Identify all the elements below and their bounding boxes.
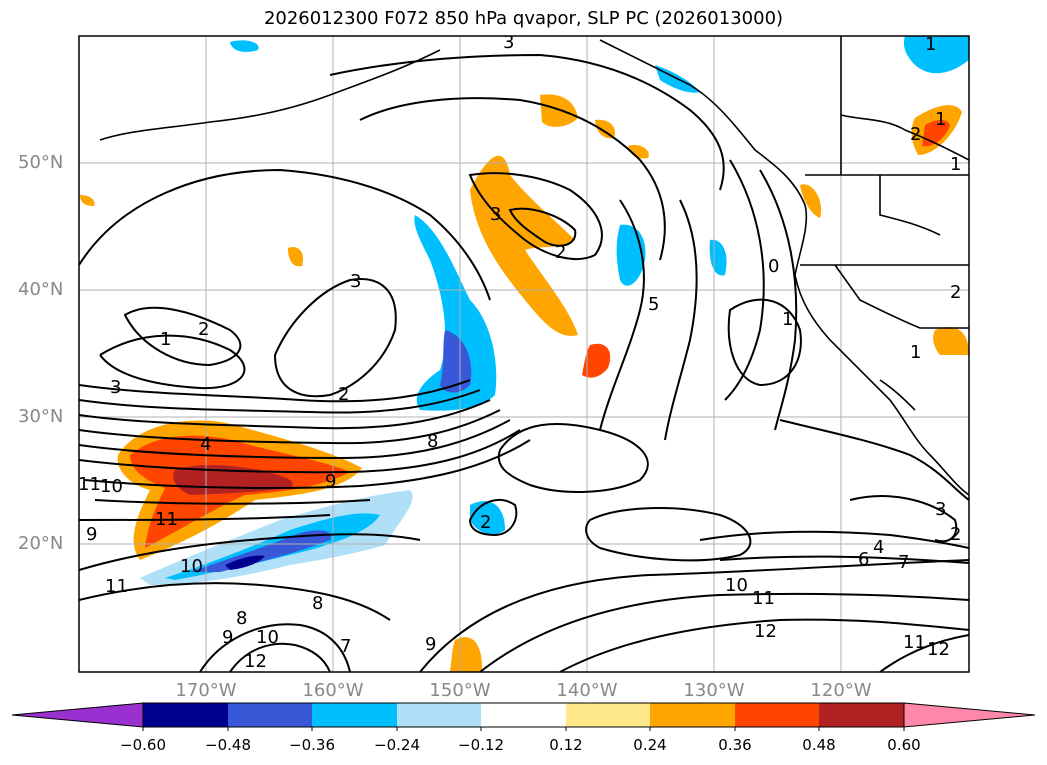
contour-label: 3 — [503, 32, 514, 53]
contour-labels: 3 1 2 3 3 2 2 5 3 1 1 1 2 1 2 4 9 8 11 1… — [78, 32, 961, 672]
slp-contours — [79, 53, 969, 672]
lat-label: 40°N — [18, 279, 64, 300]
contour-label: 4 — [873, 537, 884, 558]
contour-label: 1 — [782, 309, 793, 330]
lon-label: 170°W — [175, 680, 237, 701]
contour-label: 2 — [480, 512, 491, 533]
contour-label: 10 — [100, 476, 123, 497]
colorbar-tick-label: −0.60 — [120, 736, 166, 754]
contour-label: 2 — [950, 282, 961, 303]
contour-label: 9 — [425, 634, 436, 655]
colorbar-tick-label: 0.24 — [633, 736, 667, 754]
contour-label: 1 — [160, 329, 171, 350]
contour-label: 2 — [555, 242, 566, 263]
contour-label: 8 — [312, 593, 323, 614]
contour-label: 3 — [350, 271, 361, 292]
colorbar-tick-label: −0.24 — [374, 736, 420, 754]
colorbar-segment — [481, 703, 566, 727]
contour-label: 4 — [200, 434, 211, 455]
lon-label: 130°W — [683, 680, 745, 701]
map-frame — [78, 35, 970, 673]
colorbar-segment — [397, 703, 481, 727]
contour-label: 3 — [490, 204, 501, 225]
lat-label: 50°N — [18, 152, 64, 173]
colorbar-segment — [650, 703, 735, 727]
colorbar-segment — [566, 703, 650, 727]
contour-label: 3 — [935, 499, 946, 520]
contour-label: 3 — [110, 377, 121, 398]
colorbar-segment — [312, 703, 397, 727]
lat-label: 20°N — [18, 533, 64, 554]
colorbar-extend-left — [11, 702, 144, 728]
contour-label: 9 — [222, 627, 233, 648]
contour-label: 2 — [338, 384, 349, 405]
contour-label: 8 — [427, 431, 438, 452]
colorbar-tick-label: 0.60 — [887, 736, 921, 754]
colorbar — [11, 702, 1036, 731]
contour-label: 6 — [858, 549, 869, 570]
colorbar-segment — [143, 703, 228, 727]
contour-label: 1 — [910, 342, 921, 363]
contour-label: 7 — [898, 552, 909, 573]
positive-anomaly-ne — [470, 155, 578, 336]
contour-label: 10 — [725, 575, 748, 596]
colorbar-tick-label: −0.36 — [289, 736, 335, 754]
map-title: 2026012300 F072 850 hPa qvapor, SLP PC (… — [263, 8, 784, 29]
contour-label: 9 — [325, 471, 336, 492]
contour-label: 11 — [155, 509, 178, 530]
contour-label: 1 — [925, 34, 936, 55]
lon-label: 150°W — [429, 680, 491, 701]
lon-label: 160°W — [302, 680, 364, 701]
contour-label: 10 — [180, 556, 203, 577]
lat-label: 30°N — [18, 406, 64, 427]
contour-label: 11 — [105, 576, 128, 597]
coastlines — [99, 36, 969, 496]
contour-label: 12 — [754, 621, 777, 642]
contour-label: 11 — [752, 588, 775, 609]
contour-label: 10 — [256, 627, 279, 648]
contour-label: 7 — [340, 636, 351, 657]
contour-label: 5 — [648, 294, 659, 315]
colorbar-segment — [819, 703, 904, 727]
colorbar-tick-label: 0.36 — [718, 736, 752, 754]
colorbar-tick-label: 0.12 — [549, 736, 583, 754]
contour-label: 12 — [927, 639, 950, 660]
contour-label: 8 — [236, 608, 247, 629]
lon-label: 140°W — [556, 680, 618, 701]
colorbar-extend-right — [903, 702, 1036, 728]
contour-label: 11 — [903, 632, 926, 653]
lon-label: 120°W — [810, 680, 872, 701]
colorbar-segment — [735, 703, 819, 727]
colorbar-segment — [228, 703, 312, 727]
colorbar-tick-label: 0.48 — [802, 736, 836, 754]
contour-label: 1 — [950, 154, 961, 175]
contour-label: 2 — [910, 124, 921, 145]
contour-label: 1 — [935, 109, 946, 130]
contour-label: 2 — [950, 524, 961, 545]
colorbar-tick-label: −0.12 — [458, 736, 504, 754]
negative-anomaly-front — [414, 215, 497, 411]
colorbar-tick-label: −0.48 — [205, 736, 251, 754]
contour-label: 0 — [768, 256, 779, 277]
contour-label: 9 — [86, 524, 97, 545]
contour-label: 12 — [244, 651, 267, 672]
contour-label: 2 — [198, 319, 209, 340]
contour-label: 11 — [78, 474, 101, 495]
